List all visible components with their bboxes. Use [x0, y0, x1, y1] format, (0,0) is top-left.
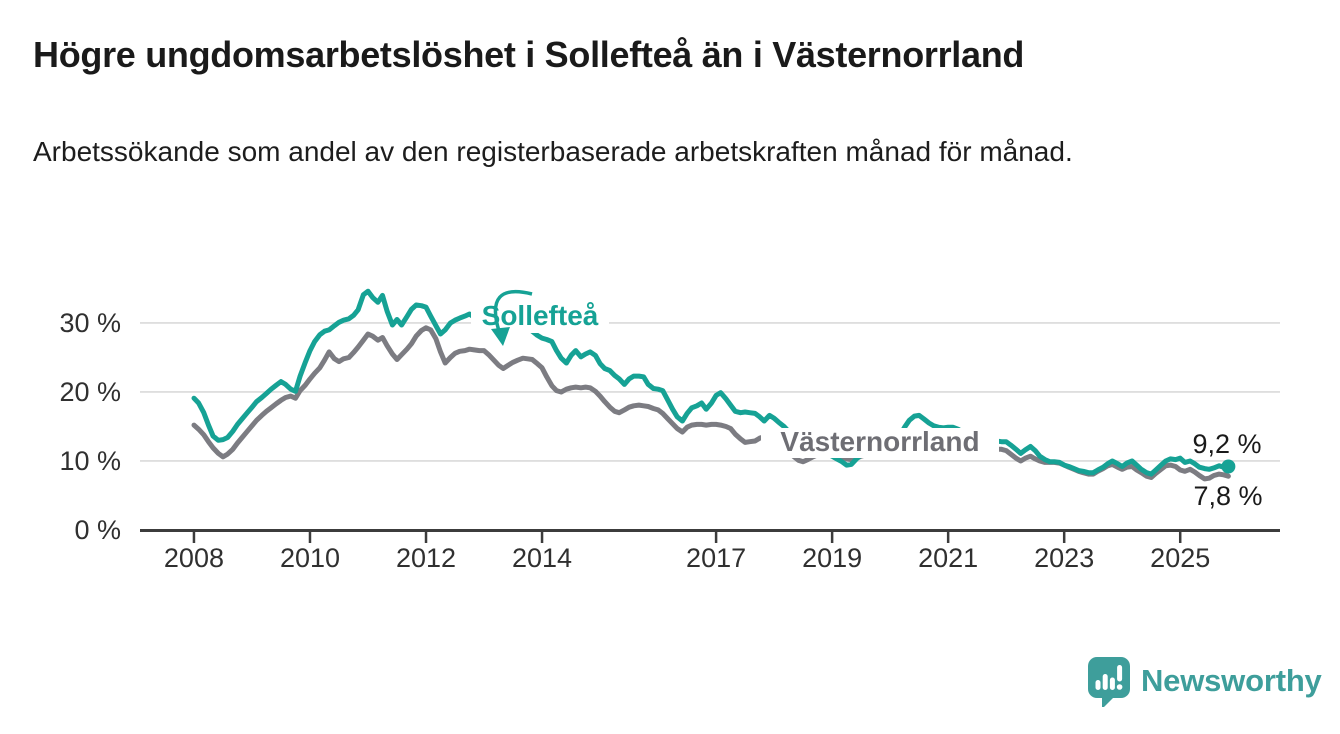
line-solleftea	[191, 288, 1231, 477]
y-tick-label: 30 %	[59, 308, 121, 338]
chart-subtitle: Arbetssökande som andel av den registerb…	[33, 136, 1073, 167]
x-tick-label: 2012	[396, 543, 456, 573]
logo-exclamation-bar	[1117, 664, 1123, 681]
x-tick-label: 2017	[686, 543, 746, 573]
label-arrowhead-solleftea	[491, 327, 510, 346]
y-tick-label: 0 %	[74, 515, 121, 545]
x-tick-label: 2019	[802, 543, 862, 573]
x-tick-label: 2008	[164, 543, 224, 573]
series-label-box-vasternorrland	[761, 428, 999, 458]
x-tick-label: 2025	[1150, 543, 1210, 573]
logo-bar-3	[1109, 677, 1115, 690]
logo-bar-2	[1102, 673, 1108, 690]
newsworthy-bubble-chart-icon	[1088, 656, 1130, 707]
y-tick-label: 20 %	[59, 377, 121, 407]
x-tick-label: 2021	[918, 543, 978, 573]
logo-exclamation-dot	[1116, 683, 1123, 690]
x-tick-label: 2023	[1034, 543, 1094, 573]
page-title: Högre ungdomsarbetslöshet i Sollefteå än…	[33, 34, 1025, 75]
label-arrow-solleftea	[493, 289, 533, 332]
series-label-solleftea: Sollefteå	[482, 300, 599, 331]
newsworthy-logo: Newsworthy	[1087, 655, 1322, 707]
end-value-solleftea: 9,2 %	[1192, 429, 1261, 459]
y-tick-label: 10 %	[59, 446, 121, 476]
end-value-vasternorrland: 7,8 %	[1193, 481, 1262, 511]
logo-bar-1	[1095, 679, 1101, 690]
end-dot-solleftea	[1221, 459, 1236, 474]
x-tick-label: 2010	[280, 543, 340, 573]
newsworthy-wordmark: Newsworthy	[1141, 663, 1322, 698]
series-label-vasternorrland: Västernorrland	[780, 426, 979, 457]
x-tick-label: 2014	[512, 543, 572, 573]
